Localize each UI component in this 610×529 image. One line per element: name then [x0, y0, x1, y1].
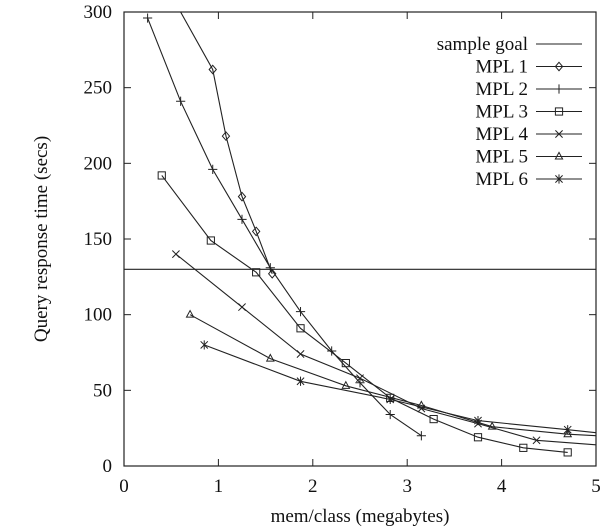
y-tick-label: 150	[84, 229, 113, 250]
marker-x	[238, 303, 246, 312]
marker-diamond	[208, 64, 217, 75]
series-line	[147, 17, 422, 437]
marker-plus	[385, 409, 395, 420]
series-mpl-5	[185, 309, 596, 438]
marker-x	[532, 436, 541, 445]
marker-square	[341, 358, 350, 368]
marker-triangle	[265, 353, 275, 362]
marker-plus	[265, 263, 275, 273]
marker-plus	[416, 431, 426, 441]
x-tick-label: 4	[497, 476, 507, 497]
legend-label: MPL 1	[475, 57, 528, 78]
series-line	[175, 253, 596, 446]
marker-square	[473, 433, 483, 442]
marker-square	[296, 324, 305, 333]
marker-square	[252, 268, 261, 277]
y-tick-label: 100	[84, 305, 113, 326]
marker-plus	[327, 346, 337, 356]
y-tick-label: 300	[84, 2, 113, 23]
marker-x	[171, 250, 180, 259]
legend-entry: MPL 3	[475, 102, 582, 123]
series-line	[180, 12, 273, 274]
marker-x	[296, 350, 305, 358]
series-mpl-2	[143, 13, 426, 441]
marker-asterisk	[386, 394, 395, 405]
marker-asterisk	[555, 174, 563, 184]
series-line	[204, 344, 596, 434]
legend-label: MPL 3	[475, 102, 528, 123]
series-mpl-1	[180, 12, 277, 279]
y-tick-label: 0	[103, 456, 113, 477]
marker-plus	[176, 96, 186, 106]
marker-plus	[355, 378, 365, 388]
legend-label: MPL 5	[475, 147, 528, 168]
marker-x	[555, 130, 563, 138]
marker-diamond	[237, 191, 247, 202]
marker-plus	[554, 84, 564, 94]
legend-label: MPL 6	[475, 169, 528, 190]
legend-entry: MPL 5	[475, 147, 582, 168]
marker-asterisk	[296, 376, 305, 386]
series-mpl-3	[157, 171, 572, 457]
legend-entry: MPL 2	[475, 79, 582, 100]
marker-asterisk	[200, 340, 209, 350]
x-tick-label: 2	[308, 476, 318, 497]
legend-label: MPL 4	[475, 124, 528, 145]
y-axis-label: Query response time (secs)	[31, 136, 52, 342]
marker-square	[429, 414, 438, 424]
marker-diamond	[554, 61, 564, 72]
marker-diamond	[251, 226, 261, 237]
y-tick-label: 250	[84, 78, 113, 99]
y-tick-label: 50	[93, 380, 112, 401]
marker-square	[157, 171, 166, 180]
marker-triangle	[185, 309, 195, 318]
marker-plus	[295, 307, 306, 317]
marker-asterisk	[474, 416, 482, 426]
marker-triangle	[341, 380, 351, 389]
marker-asterisk	[563, 425, 572, 435]
y-tick-label: 200	[84, 153, 113, 174]
marker-square	[519, 443, 528, 452]
marker-square	[206, 236, 215, 245]
series-mpl-6	[200, 340, 596, 435]
legend-label: sample goal	[437, 34, 528, 55]
marker-square	[554, 107, 564, 116]
marker-plus	[208, 164, 218, 174]
legend-entry: MPL 6	[475, 169, 582, 190]
marker-diamond	[221, 131, 231, 142]
x-axis-label: mem/class (megabytes)	[271, 506, 450, 527]
marker-triangle	[563, 429, 573, 438]
marker-plus	[237, 214, 247, 224]
x-tick-label: 1	[214, 476, 224, 497]
x-tick-label: 5	[591, 476, 601, 497]
x-tick-label: 0	[119, 476, 129, 497]
series-line	[161, 175, 568, 453]
legend-entry: sample goal	[437, 34, 582, 55]
x-tick-label: 3	[402, 476, 412, 497]
series-line	[189, 314, 596, 437]
marker-triangle	[416, 400, 426, 409]
marker-diamond	[267, 268, 277, 279]
legend-label: MPL 2	[475, 79, 528, 100]
legend-entry: MPL 1	[475, 57, 582, 78]
legend-entry: MPL 4	[475, 124, 582, 145]
marker-plus	[143, 13, 153, 23]
series-mpl-4	[171, 250, 596, 446]
series-layer	[124, 12, 596, 457]
marker-triangle	[487, 421, 497, 430]
marker-x	[356, 374, 364, 383]
marker-square	[563, 448, 572, 457]
marker-triangle	[554, 151, 564, 160]
